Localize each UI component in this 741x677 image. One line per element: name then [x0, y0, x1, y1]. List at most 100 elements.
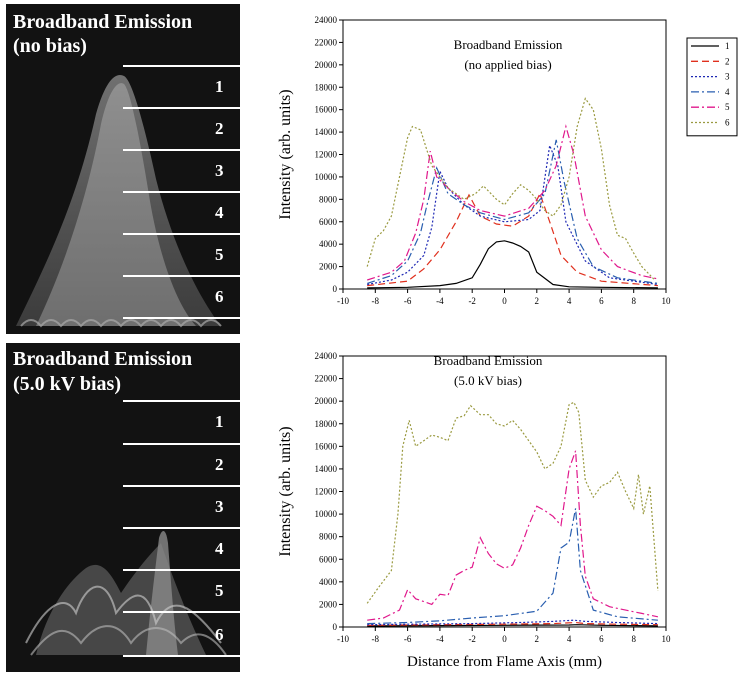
legend-label-5: 5 [725, 102, 730, 112]
y-tick-label: 4000 [319, 239, 338, 249]
series-line-5 [367, 124, 659, 281]
flame-emission-image [16, 74, 222, 328]
y-tick-label: 18000 [315, 419, 338, 429]
x-tick-label: 8 [631, 296, 636, 306]
x-tick-label: 2 [535, 634, 540, 644]
legend-label-2: 2 [725, 56, 730, 66]
legend-label-3: 3 [725, 72, 730, 82]
region-divider [123, 443, 240, 445]
y-tick-label: 10000 [315, 172, 338, 182]
panel-title-line1: Broadband Emission [13, 348, 193, 370]
region-label-6: 6 [215, 625, 224, 644]
x-tick-label: 4 [567, 296, 572, 306]
x-tick-label: -2 [468, 634, 476, 644]
x-tick-label: -2 [468, 296, 476, 306]
y-tick-label: 4000 [319, 577, 338, 587]
x-tick-label: 2 [535, 296, 540, 306]
chart-5kv-bias: 0 2000 4000 6000 8000 10000 12000 14000 16000 180… [277, 351, 672, 670]
region-divider [123, 611, 240, 613]
region-label-2: 2 [215, 119, 224, 138]
y-tick-label: 8000 [319, 194, 338, 204]
panel-title-line1: Broadband Emission [13, 11, 193, 33]
region-divider [123, 655, 240, 657]
x-tick-label: -6 [404, 296, 412, 306]
series-line-3 [367, 143, 658, 286]
y-tick-label: 20000 [315, 60, 338, 70]
series-line-2 [367, 621, 658, 626]
x-tick-label: -4 [436, 296, 444, 306]
region-divider [123, 233, 240, 235]
y-tick-label: 8000 [319, 532, 338, 542]
series-line-3 [367, 619, 658, 626]
y-tick-label: 20000 [315, 396, 338, 406]
y-tick-label: 22000 [315, 37, 338, 47]
y-tick-label: 12000 [315, 150, 338, 160]
plot-frame [342, 355, 667, 628]
y-tick-label: 16000 [315, 441, 338, 451]
legend-label-1: 1 [725, 41, 730, 51]
region-divider [123, 317, 240, 319]
panel-title-line2: (5.0 kV bias) [13, 373, 121, 395]
region-label-3: 3 [215, 161, 224, 180]
region-label-1: 1 [215, 412, 224, 431]
chart-no-bias: 0200040006000800010000120001400016000180… [277, 15, 738, 306]
panel-title-line2: (no bias) [13, 35, 87, 57]
x-tick-label: -8 [372, 634, 380, 644]
y-tick-label: 6000 [319, 217, 338, 227]
region-divider [123, 485, 240, 487]
chart-subtitle: (5.0 kV bias) [454, 373, 522, 388]
x-tick-label: 6 [599, 634, 604, 644]
x-tick-label: -10 [337, 634, 349, 644]
region-divider [123, 527, 240, 529]
region-label-4: 4 [215, 539, 224, 558]
x-tick-label: 4 [567, 634, 572, 644]
x-tick-label: 8 [631, 634, 636, 644]
flame-emission-image [25, 531, 227, 656]
y-tick-label: 18000 [315, 82, 338, 92]
x-tick-label: 10 [662, 634, 672, 644]
series-line-6 [366, 97, 656, 281]
series-line-1 [367, 240, 658, 289]
y-tick-label: 24000 [315, 351, 338, 361]
chart-title: Broadband Emission [454, 37, 563, 52]
y-tick-label: 10000 [315, 509, 338, 519]
y-tick-label: 6000 [319, 554, 338, 564]
y-axis-label: Intensity (arb. units) [277, 426, 294, 556]
region-divider [123, 149, 240, 151]
x-tick-label: 0 [502, 296, 507, 306]
legend-label-4: 4 [725, 87, 730, 97]
series-line-6 [366, 401, 659, 604]
y-tick-label: 2000 [319, 599, 338, 609]
x-tick-label: -10 [337, 296, 349, 306]
region-label-2: 2 [215, 455, 224, 474]
legend-label-6: 6 [725, 118, 730, 128]
region-label-1: 1 [215, 77, 224, 96]
y-tick-label: 24000 [315, 15, 338, 25]
series-line-4 [367, 139, 658, 284]
x-tick-label: 0 [502, 634, 507, 644]
legend-box [686, 37, 738, 137]
region-label-4: 4 [215, 203, 224, 222]
chart-title: Broadband Emission [434, 353, 543, 368]
y-tick-label: 14000 [315, 127, 338, 137]
series-line-2 [367, 192, 658, 287]
y-tick-label: 12000 [315, 487, 338, 497]
region-divider [123, 191, 240, 193]
x-tick-label: 10 [662, 296, 672, 306]
chart-subtitle: (no applied bias) [464, 57, 551, 72]
x-axis-label: Distance from Flame Axis (mm) [407, 654, 602, 670]
region-divider [123, 400, 240, 402]
y-tick-label: 14000 [315, 464, 338, 474]
y-tick-label: 16000 [315, 105, 338, 115]
region-label-5: 5 [215, 581, 224, 600]
region-label-6: 6 [215, 287, 224, 306]
region-divider [123, 107, 240, 109]
y-axis-label: Intensity (arb. units) [277, 89, 294, 219]
series-line-5 [367, 450, 659, 621]
y-tick-label: 0 [333, 622, 338, 632]
x-tick-label: -4 [436, 634, 444, 644]
x-tick-label: -6 [404, 634, 412, 644]
region-divider [123, 65, 240, 67]
y-tick-label: 22000 [315, 374, 338, 384]
region-divider [123, 275, 240, 277]
